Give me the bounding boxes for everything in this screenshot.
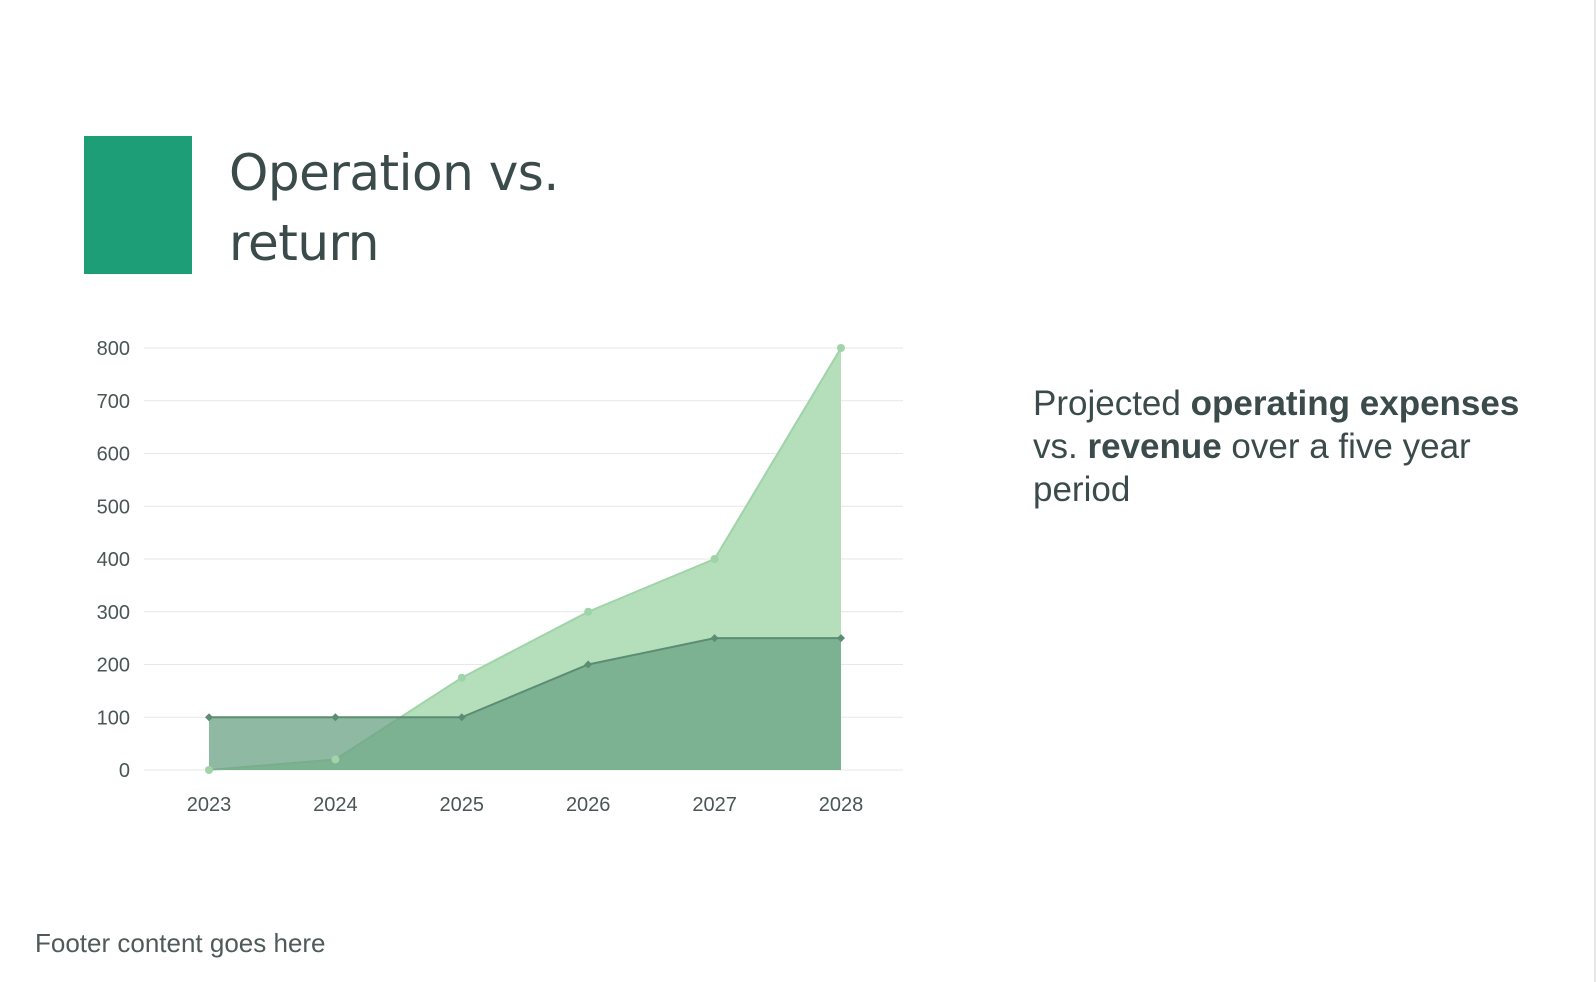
x-tick-label: 2025 bbox=[440, 794, 485, 816]
title-line-2: return bbox=[229, 214, 379, 272]
caption-text-1: Projected bbox=[1033, 384, 1191, 423]
x-tick-label: 2024 bbox=[313, 794, 358, 816]
slide-title: Operation vs. return bbox=[229, 138, 749, 278]
slide-edge-rule bbox=[1594, 0, 1596, 982]
data-point-series-1 bbox=[331, 755, 340, 764]
y-tick-label: 100 bbox=[97, 707, 130, 729]
x-tick-label: 2028 bbox=[819, 794, 864, 816]
line-series-2 bbox=[209, 637, 841, 719]
x-tick-label: 2027 bbox=[692, 794, 737, 816]
data-point-series-2 bbox=[331, 713, 340, 722]
y-axis-ticks: 0 100 200 300 400 500 600 700 800 bbox=[97, 338, 130, 782]
series-markers bbox=[205, 344, 845, 774]
caption-bold-expenses: operating expenses bbox=[1190, 384, 1520, 423]
data-point-series-1 bbox=[457, 673, 466, 682]
y-tick-label: 200 bbox=[97, 655, 130, 677]
caption-text-3: over a five year period bbox=[1033, 427, 1471, 509]
y-tick-label: 700 bbox=[97, 391, 130, 413]
data-point-series-2 bbox=[584, 660, 593, 669]
series-areas bbox=[208, 347, 842, 771]
data-point-series-2 bbox=[457, 713, 466, 722]
x-tick-label: 2026 bbox=[566, 794, 611, 816]
data-point-series-1 bbox=[584, 607, 593, 616]
data-point-series-1 bbox=[837, 344, 845, 352]
data-point-series-1 bbox=[710, 555, 719, 563]
chart-caption: Projected operating expenses vs. revenue… bbox=[1033, 382, 1553, 511]
x-axis-ticks: 2023 2024 2025 2026 2027 2028 bbox=[187, 794, 864, 816]
y-tick-label: 0 bbox=[119, 760, 130, 782]
area-series-2 bbox=[209, 638, 841, 770]
data-point-series-1 bbox=[205, 766, 213, 774]
x-tick-label: 2023 bbox=[187, 794, 232, 816]
caption-text-2: vs. bbox=[1033, 427, 1088, 466]
data-point-series-2 bbox=[710, 634, 719, 643]
data-point-series-2 bbox=[837, 634, 845, 643]
data-point-series-2 bbox=[205, 713, 213, 722]
caption-bold-revenue: revenue bbox=[1087, 427, 1222, 466]
y-tick-label: 600 bbox=[97, 444, 130, 466]
y-tick-label: 800 bbox=[97, 338, 130, 360]
y-tick-label: 300 bbox=[97, 602, 130, 624]
accent-block bbox=[84, 136, 192, 274]
title-line-1: Operation vs. bbox=[229, 144, 559, 202]
y-tick-label: 400 bbox=[97, 549, 130, 571]
y-tick-label: 500 bbox=[97, 496, 130, 518]
footer-text: Footer content goes here bbox=[35, 928, 326, 958]
